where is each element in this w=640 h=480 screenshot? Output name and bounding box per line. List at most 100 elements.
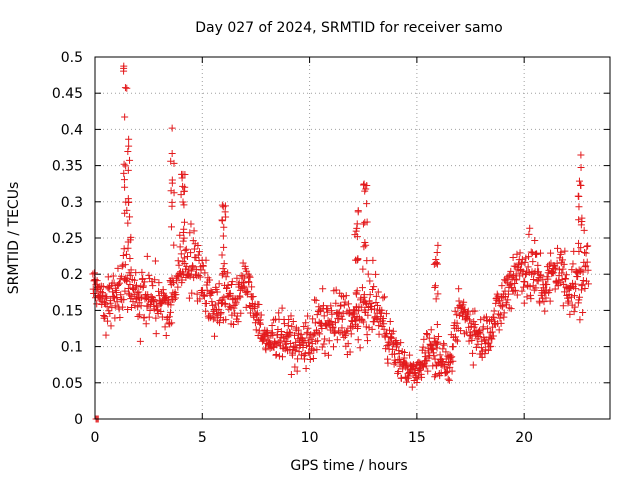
data-point [137, 302, 145, 310]
spike-point [120, 169, 128, 177]
spike-point [222, 213, 230, 221]
data-point [157, 308, 165, 316]
data-point [151, 296, 159, 304]
data-point [224, 269, 232, 277]
data-point [185, 271, 193, 279]
data-point [232, 298, 240, 306]
data-point [413, 375, 421, 383]
data-point [566, 310, 574, 318]
spike-point [125, 142, 133, 150]
data-point [567, 293, 575, 301]
data-point [126, 280, 134, 288]
spike-point [124, 195, 132, 203]
spike-point [124, 219, 132, 227]
spike-point [353, 233, 361, 241]
data-point [507, 267, 515, 275]
data-point [523, 293, 531, 301]
data-point [224, 281, 232, 289]
data-point [481, 350, 489, 358]
spike-point [431, 283, 439, 291]
data-point [477, 316, 485, 324]
y-tick-label: 0.05 [52, 376, 83, 392]
data-point [446, 363, 454, 371]
data-point [226, 289, 234, 297]
data-point [460, 298, 468, 306]
data-point [526, 224, 534, 232]
data-point [441, 361, 449, 369]
data-point [333, 336, 341, 344]
data-point [513, 276, 521, 284]
data-point [327, 302, 335, 310]
data-point [582, 249, 590, 257]
spike-point [168, 124, 176, 132]
data-point [347, 330, 355, 338]
data-point [268, 321, 276, 329]
data-point [165, 313, 173, 321]
data-point [537, 272, 545, 280]
data-point [389, 327, 397, 335]
data-point [300, 323, 308, 331]
data-point [133, 289, 141, 297]
data-point [551, 285, 559, 293]
y-tick-label: 0.1 [61, 340, 83, 356]
data-point [116, 279, 124, 287]
spike-point [359, 181, 367, 189]
data-point [103, 293, 111, 301]
y-tick-labels: 0 0.05 0.1 0.15 0.2 0.25 0.3 0.35 0.4 0.45 0.5 [52, 50, 83, 428]
spike-point [178, 170, 186, 178]
data-point [448, 353, 456, 361]
data-point [215, 280, 223, 288]
data-point [394, 368, 402, 376]
spike-point [575, 203, 583, 211]
spike-point [121, 209, 129, 217]
data-point [359, 265, 367, 273]
data-point [430, 334, 438, 342]
data-point [271, 340, 279, 348]
data-point [246, 273, 254, 281]
data-point [194, 241, 202, 249]
data-point [488, 335, 496, 343]
spike-point [434, 290, 442, 298]
data-point [151, 257, 159, 265]
data-point [579, 277, 587, 285]
data-point [243, 267, 251, 275]
spike-point [127, 233, 135, 241]
data-point [477, 344, 485, 352]
data-point [228, 278, 236, 286]
data-point [253, 309, 261, 317]
spike-point [218, 251, 226, 259]
data-point [583, 242, 591, 250]
data-point [167, 301, 175, 309]
data-point [540, 298, 548, 306]
data-point [186, 229, 194, 237]
data-point [227, 303, 235, 311]
data-point [476, 330, 484, 338]
data-point [249, 293, 257, 300]
data-point [114, 264, 122, 272]
data-point [124, 244, 132, 252]
data-point [500, 309, 508, 317]
spike-point [433, 248, 441, 256]
data-point [521, 271, 529, 279]
x-tick-label: 10 [301, 430, 319, 446]
data-point [457, 327, 465, 335]
data-point [354, 336, 362, 344]
data-point [504, 272, 512, 280]
data-point [285, 328, 293, 336]
data-point [90, 269, 98, 277]
data-point [257, 311, 265, 319]
data-point [221, 300, 229, 308]
data-point [545, 261, 553, 269]
grid-lines [95, 57, 610, 419]
data-point [513, 291, 521, 299]
data-point [424, 367, 432, 375]
data-point [311, 296, 319, 304]
data-point [199, 262, 207, 270]
data-point [382, 310, 390, 318]
data-point [319, 285, 327, 293]
data-point [100, 299, 108, 307]
data-point [113, 298, 121, 306]
y-tick-label: 0 [74, 412, 83, 428]
data-point [106, 309, 114, 317]
data-point [436, 372, 444, 380]
